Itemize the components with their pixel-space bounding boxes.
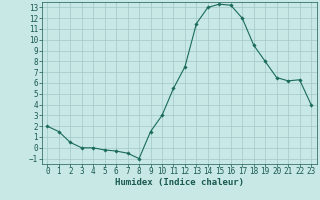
X-axis label: Humidex (Indice chaleur): Humidex (Indice chaleur) (115, 178, 244, 187)
